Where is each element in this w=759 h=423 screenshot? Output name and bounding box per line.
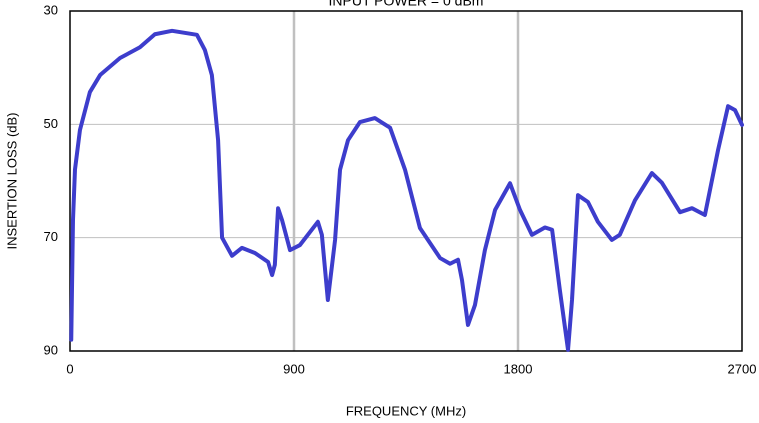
x-tick-label: 0: [66, 361, 73, 376]
plot-frame: [69, 10, 743, 352]
y-tick-label: 30: [44, 2, 58, 17]
line-series: [69, 28, 744, 352]
x-tick-label: 900: [283, 361, 305, 376]
y-tick-label: 70: [44, 229, 58, 244]
y-axis-label: INSERTION LOSS (dB): [4, 112, 19, 249]
y-tick-label: 50: [44, 116, 58, 131]
x-tick-label: 2700: [728, 361, 757, 376]
x-tick-label: 1800: [504, 361, 533, 376]
chart-title: INPUT POWER = 0 dBm: [329, 0, 484, 9]
y-tick-label: 90: [44, 342, 58, 357]
x-axis-label: FREQUENCY (MHz): [346, 403, 466, 418]
